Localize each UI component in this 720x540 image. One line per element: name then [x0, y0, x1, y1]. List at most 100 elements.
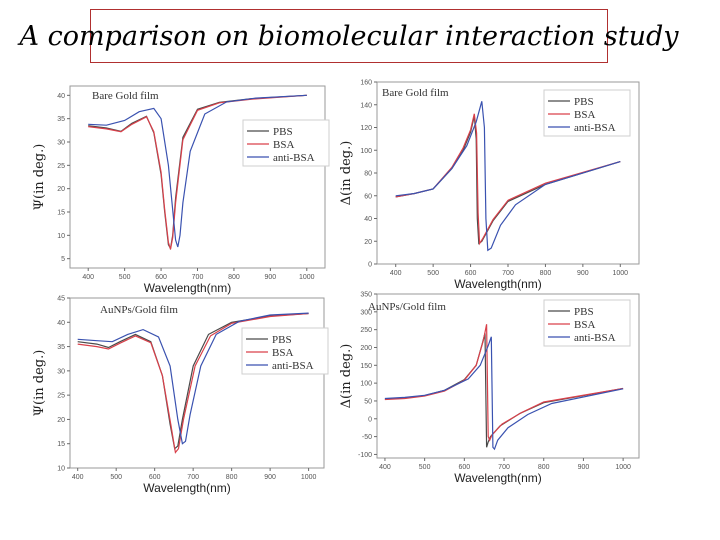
- x-tick-label: 600: [155, 274, 167, 281]
- legend-entry: BSA: [272, 347, 293, 359]
- legend-entry: anti-BSA: [574, 332, 616, 344]
- series-line-bsa: [77, 312, 309, 454]
- series-line-bsa: [384, 324, 624, 442]
- legend-entry: PBS: [272, 334, 292, 346]
- x-tick-label: 400: [82, 274, 94, 281]
- legend-box: [242, 119, 330, 167]
- y-axis-label: Δ(in deg.): [339, 141, 354, 206]
- x-tick-label: 900: [265, 274, 277, 281]
- panel-label: AuNPs/Gold film: [100, 304, 178, 316]
- y-tick-label: 60: [364, 193, 372, 200]
- y-tick-label: 250: [360, 327, 372, 334]
- y-tick-label: 20: [57, 417, 65, 424]
- series-line-pbs: [384, 333, 624, 448]
- y-tick-label: 100: [360, 381, 372, 388]
- x-tick-label: 700: [192, 274, 204, 281]
- y-tick-label: 350: [360, 292, 372, 299]
- y-tick-label: 300: [360, 309, 372, 316]
- series-line-pbs: [88, 94, 307, 251]
- plot-frame: [69, 297, 325, 469]
- x-axis-label: Wavelength(nm): [143, 481, 231, 495]
- plot-frame: [69, 85, 326, 269]
- legend-box: [241, 327, 329, 375]
- y-tick-label: -100: [358, 452, 372, 459]
- y-tick-label: 20: [364, 239, 372, 246]
- x-tick-label: 1000: [615, 464, 631, 471]
- legend-entry: PBS: [574, 306, 594, 318]
- y-tick-label: 15: [57, 210, 65, 217]
- y-tick-label: 25: [57, 163, 65, 170]
- y-tick-label: 120: [360, 125, 372, 132]
- x-tick-label: 700: [187, 474, 199, 481]
- x-tick-label: 400: [379, 464, 391, 471]
- x-tick-label: 800: [226, 474, 238, 481]
- x-tick-label: 700: [498, 464, 510, 471]
- title-box: A comparison on biomolecular interaction…: [20, 9, 679, 63]
- x-axis-label: Wavelength(nm): [144, 281, 232, 295]
- plot-frame: [376, 293, 640, 459]
- y-tick-label: -50: [362, 434, 372, 441]
- y-tick-label: 0: [368, 262, 372, 269]
- y-tick-label: 80: [364, 171, 372, 178]
- x-tick-label: 500: [427, 270, 439, 277]
- legend-box: [543, 89, 631, 137]
- x-axis-label: Wavelength(nm): [454, 471, 542, 485]
- series-line-anti-bsa: [395, 101, 621, 252]
- y-tick-label: 10: [57, 466, 65, 473]
- legend-entry: anti-BSA: [272, 360, 314, 372]
- x-tick-label: 900: [578, 464, 590, 471]
- x-tick-label: 900: [577, 270, 589, 277]
- y-tick-label: 100: [360, 148, 372, 155]
- series-line-anti-bsa: [77, 312, 309, 445]
- slide-title: A comparison on biomolecular interaction…: [19, 20, 679, 52]
- x-tick-label: 900: [264, 474, 276, 481]
- y-tick-label: 45: [57, 296, 65, 303]
- legend-entry: BSA: [574, 109, 595, 121]
- legend-entry: PBS: [574, 96, 594, 108]
- x-tick-label: 400: [390, 270, 402, 277]
- y-axis-label: Ψ(in deg.): [32, 144, 47, 211]
- series-line-bsa: [88, 94, 307, 250]
- y-tick-label: 40: [57, 93, 65, 100]
- legend-box: [543, 299, 631, 347]
- x-tick-label: 500: [419, 464, 431, 471]
- x-tick-label: 500: [110, 474, 122, 481]
- y-tick-label: 40: [364, 216, 372, 223]
- y-tick-label: 15: [57, 441, 65, 448]
- y-tick-label: 30: [57, 140, 65, 147]
- panel-label: Bare Gold film: [382, 87, 449, 99]
- x-tick-label: 600: [465, 270, 477, 277]
- y-tick-label: 0: [368, 416, 372, 423]
- y-tick-label: 10: [57, 233, 65, 240]
- y-tick-label: 40: [57, 320, 65, 327]
- panel-label: AuNPs/Gold film: [368, 301, 446, 313]
- x-tick-label: 400: [72, 474, 84, 481]
- y-tick-label: 30: [57, 368, 65, 375]
- x-tick-label: 500: [119, 274, 131, 281]
- y-tick-label: 140: [360, 102, 372, 109]
- y-tick-label: 150: [360, 363, 372, 370]
- legend-entry: BSA: [574, 319, 595, 331]
- legend-entry: PBS: [273, 126, 293, 138]
- x-tick-label: 1000: [299, 274, 315, 281]
- y-tick-label: 50: [364, 398, 372, 405]
- y-tick-label: 25: [57, 393, 65, 400]
- delta-bare-gold-chart: 400 500 600 700 800 900 1000 0 20 40 60 80 100 120 140…: [339, 80, 640, 291]
- y-tick-label: 35: [57, 116, 65, 123]
- y-tick-label: 20: [57, 186, 65, 193]
- x-tick-label: 800: [538, 464, 550, 471]
- x-tick-label: 600: [458, 464, 470, 471]
- x-tick-label: 1000: [301, 474, 317, 481]
- x-tick-label: 600: [149, 474, 161, 481]
- psi-bare-gold-chart: 400 500 600 700 800 900 1000 5 10 15 20 25 30 35 40 Wav…: [32, 85, 330, 295]
- legend-entry: BSA: [273, 139, 294, 151]
- y-axis-label: Ψ(in deg.): [32, 350, 47, 417]
- y-tick-label: 200: [360, 345, 372, 352]
- x-tick-label: 800: [228, 274, 240, 281]
- legend-entry: anti-BSA: [273, 152, 315, 164]
- y-tick-label: 5: [61, 256, 65, 263]
